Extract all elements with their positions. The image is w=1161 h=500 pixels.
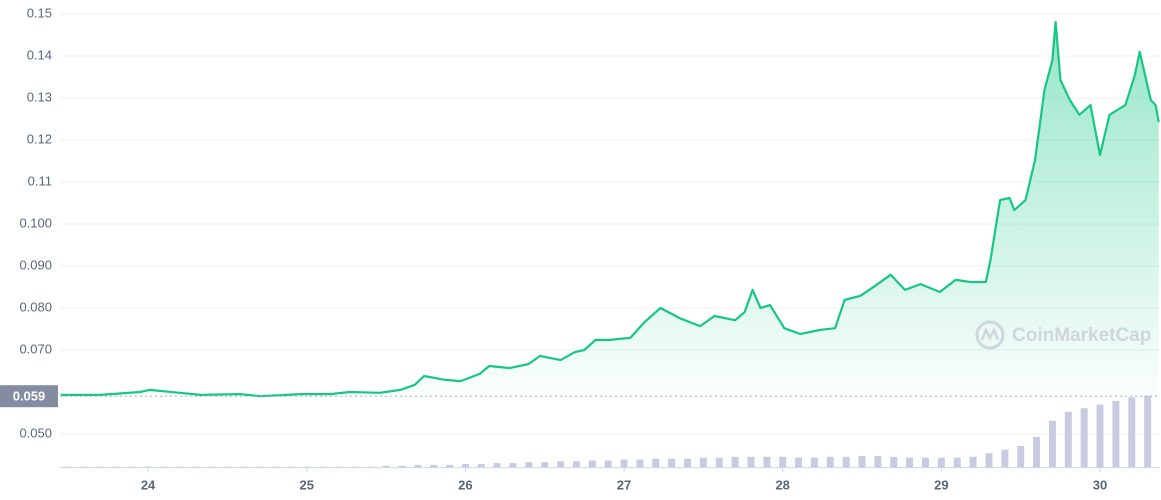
y-tick-label: 0.100 [19, 215, 52, 230]
price-area [60, 22, 1159, 397]
volume-bar [795, 457, 803, 468]
volume-bar [382, 465, 390, 468]
volume-bar [763, 456, 771, 468]
x-tick-label: 26 [458, 477, 472, 492]
y-tick-label: 0.13 [27, 89, 52, 104]
volume-bar [1080, 408, 1088, 468]
volume-bar [810, 457, 818, 468]
volume-bar [668, 458, 676, 468]
axes: 0.15 0.14 0.13 0.12 0.11 0.100 0.090 0.080 0.070… [0, 5, 1160, 492]
volume-bar [985, 453, 993, 468]
volume-bar [731, 456, 739, 468]
volume-bar [604, 460, 612, 468]
y-tick-label: 0.11 [28, 173, 52, 188]
volume-bar [715, 457, 723, 468]
volume-bar [620, 459, 628, 468]
volume-bar [1048, 420, 1056, 468]
volume-bar [636, 459, 644, 468]
volume-bar [493, 463, 501, 468]
volume-bar [652, 458, 660, 468]
volume-bar [477, 464, 485, 468]
volume-bar [557, 461, 565, 468]
watermark-text: CoinMarketCap [1012, 325, 1151, 346]
volume-bar [461, 464, 469, 468]
price-line [60, 20, 1160, 398]
volume-bar [398, 465, 406, 468]
current-price-label: 0.059 [13, 389, 46, 404]
y-tick-label: 0.090 [19, 257, 52, 272]
volume-bar [1017, 446, 1025, 468]
volume-bar [969, 456, 977, 468]
volume-bar [572, 461, 580, 468]
current-price-badge [0, 385, 58, 408]
volume-bar [1001, 449, 1009, 468]
volume-bar [779, 456, 787, 468]
volume-bar [747, 456, 755, 468]
x-tick-label: 25 [299, 477, 313, 492]
volume-bar [509, 463, 517, 468]
volume-bar [430, 464, 438, 468]
volume-bar [699, 457, 707, 468]
plot [60, 20, 1160, 398]
volume-bar [826, 456, 834, 468]
volume-bar [1144, 395, 1152, 468]
volume-bar [1128, 397, 1136, 468]
watermark: CoinMarketCap [975, 320, 1151, 350]
y-tick-label: 0.050 [19, 425, 52, 440]
volume-bar [953, 457, 961, 468]
volume-bars [65, 395, 1152, 468]
y-tick-label: 0.15 [27, 5, 52, 20]
volume-bar [874, 455, 882, 468]
volume-bar [842, 456, 850, 468]
volume-bar [921, 457, 929, 468]
x-tick-label: 24 [141, 477, 156, 492]
volume-bar [541, 462, 549, 468]
volume-bar [1033, 437, 1041, 468]
volume-bar [684, 458, 692, 468]
volume-bar [525, 462, 533, 468]
volume-bar [937, 457, 945, 468]
y-tick-label: 0.14 [27, 47, 52, 62]
volume-bar [588, 460, 596, 468]
volume-bar [1096, 404, 1104, 468]
watermark-logo [975, 320, 1005, 350]
y-tick-label: 0.080 [19, 299, 52, 314]
watermark-logo-mark [980, 326, 1000, 341]
volume-bar [906, 457, 914, 468]
volume-bar [446, 464, 454, 468]
volume-bar [858, 455, 866, 468]
x-tick-label: 30 [1093, 477, 1107, 492]
volume-bar [414, 464, 422, 468]
volume-bar [1064, 411, 1072, 468]
volume-bar [1112, 401, 1120, 468]
x-tick-label: 27 [617, 477, 631, 492]
y-tick-label: 0.12 [27, 131, 52, 146]
y-tick-label: 0.070 [19, 341, 52, 356]
volume-bar [890, 456, 898, 468]
x-tick-label: 28 [775, 477, 789, 492]
x-tick-label: 29 [934, 477, 948, 492]
